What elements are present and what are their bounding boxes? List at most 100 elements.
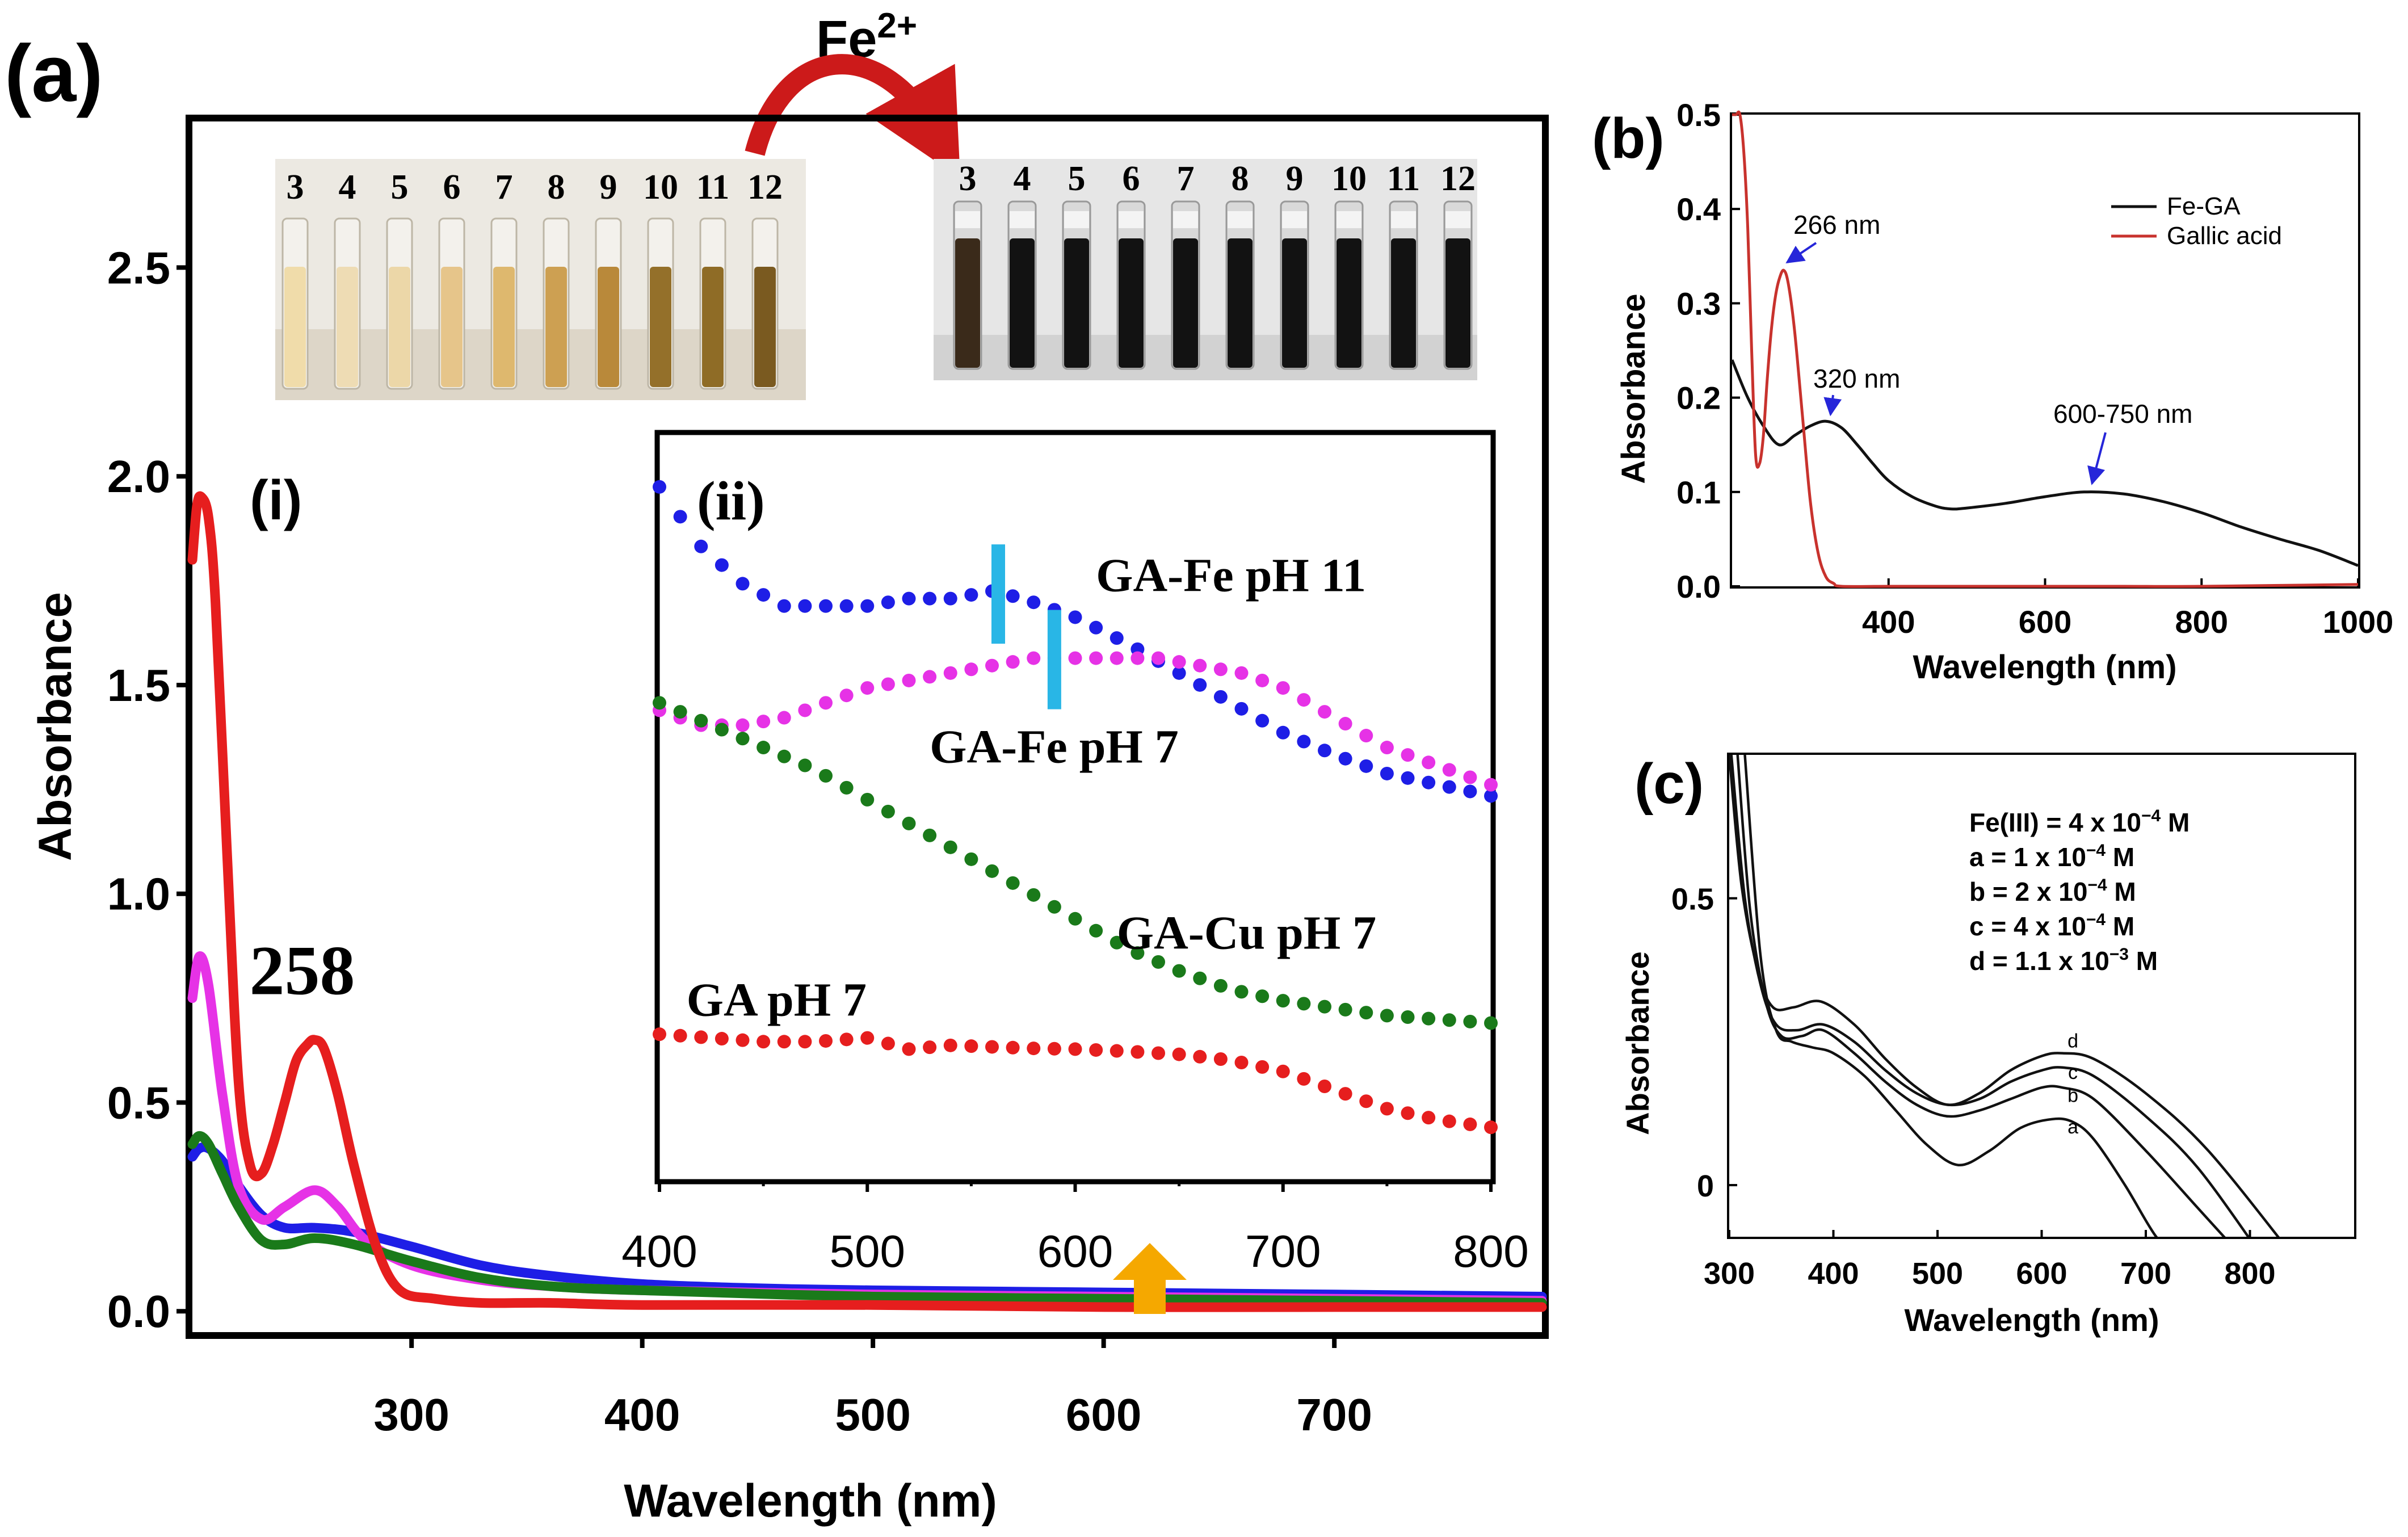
inset-point: [1152, 651, 1165, 665]
b-legend-label: Gallic acid: [2167, 222, 2282, 250]
c-legend-exponent: −4: [2086, 910, 2106, 929]
inset-point: [923, 828, 937, 842]
vial-number: 9: [600, 168, 617, 207]
inset-point: [1027, 1042, 1041, 1056]
vial-number: 7: [1177, 159, 1195, 198]
inset-point: [1318, 1000, 1331, 1014]
c-legend-base: d = 1.1 x 10: [1969, 946, 2109, 976]
vial-solution: [1445, 238, 1470, 368]
inset-point: [1297, 1072, 1311, 1086]
marker-arrow-shape: [1112, 1243, 1187, 1314]
b-annotation-266: 266 nm: [1793, 210, 1880, 240]
inset-point: [1172, 655, 1186, 669]
inset-point: [1068, 610, 1082, 624]
c-legend-exponent: −4: [2087, 876, 2107, 895]
c-legend-unit: M: [2106, 912, 2134, 941]
inset-point: [1338, 717, 1352, 731]
x-tick-label: 700: [1296, 1389, 1372, 1440]
vial-solution: [1064, 238, 1089, 368]
inset-point: [1006, 1040, 1020, 1055]
inset-point: [1401, 771, 1415, 785]
y-tick-label: 1.0: [107, 869, 170, 919]
inset-point: [1401, 748, 1415, 762]
inset-point: [694, 1030, 708, 1044]
panel-b-frame: [1730, 112, 2360, 589]
y-tick-label: 0.0: [107, 1286, 170, 1337]
inset-point: [1359, 1094, 1373, 1108]
inset-point: [902, 1042, 916, 1056]
inset-point: [819, 696, 833, 710]
b-y-tick-label: 0.0: [1676, 569, 1721, 604]
inset-point: [736, 577, 750, 591]
inset-point: [923, 670, 937, 684]
inset-point: [943, 591, 957, 606]
inset-point: [653, 480, 666, 494]
vial-solution: [493, 267, 515, 387]
inset-point: [1131, 1045, 1145, 1059]
b-x-tick-label: 1000: [2323, 604, 2394, 640]
inset-point: [1172, 964, 1186, 978]
vial-after: 9: [1280, 159, 1309, 370]
peak-marker-ga-fe-ph-11: [991, 544, 1005, 644]
c-legend-line: b = 2 x 10−4 M: [1969, 876, 2136, 906]
inset-point: [1110, 1044, 1124, 1058]
inset-point: [798, 599, 812, 613]
vial-number: 7: [495, 168, 513, 207]
inset-point: [673, 510, 687, 524]
b-y-tick-label: 0.4: [1676, 191, 1721, 227]
inset-point: [1152, 955, 1165, 969]
inset-point: [1047, 900, 1061, 914]
vial-number: 6: [1123, 159, 1140, 198]
inset-point: [798, 703, 812, 717]
inset-point: [1359, 1006, 1373, 1020]
inset-point: [985, 1040, 999, 1054]
inset-point: [964, 662, 978, 677]
vial-after: 7: [1171, 159, 1200, 370]
vial-solution: [955, 238, 980, 368]
c-x-tick-label: 800: [2224, 1257, 2275, 1291]
inset-point: [673, 1028, 687, 1043]
inset-point: [1338, 751, 1352, 766]
c-legend-line: d = 1.1 x 10−3 M: [1969, 945, 2158, 976]
inset-point: [1193, 1049, 1207, 1064]
inset-point: [943, 840, 957, 854]
inset-point: [673, 705, 687, 719]
inset-point: [1380, 766, 1394, 780]
inset-point: [839, 688, 854, 703]
inset-point: [1255, 989, 1270, 1003]
vial-number: 12: [1440, 159, 1476, 198]
inset-point: [1234, 985, 1249, 999]
inset-point: [839, 780, 854, 795]
vial-solution: [1173, 238, 1198, 368]
inset-point: [1193, 658, 1207, 673]
inset-point: [943, 666, 957, 680]
inset-point: [1006, 655, 1020, 669]
c-curve-label: d: [2067, 1030, 2078, 1052]
inset-point: [1359, 729, 1373, 743]
x-tick-label: 600: [1066, 1389, 1141, 1440]
vial-after: 10: [1331, 159, 1367, 370]
inset-point: [715, 723, 729, 737]
b-x-tick-label: 400: [1862, 604, 1915, 640]
inset-point: [1213, 690, 1228, 704]
vial-solution: [441, 267, 463, 387]
inset-point: [1359, 759, 1373, 773]
inset-point: [757, 715, 771, 729]
c-x-tick-label: 700: [2120, 1257, 2171, 1291]
inset-point: [1006, 876, 1020, 890]
inset-label-ga-cu-ph-7: GA-Cu pH 7: [1117, 906, 1376, 959]
inset-point: [923, 1040, 937, 1055]
inset-point: [1422, 1011, 1436, 1026]
vial-solution: [284, 267, 306, 387]
vial-after: 6: [1116, 159, 1146, 370]
inset-point: [1027, 888, 1041, 902]
inset-point: [1380, 1102, 1394, 1116]
vial-after: 5: [1062, 159, 1091, 370]
inset-point: [1318, 1080, 1331, 1093]
panel-c-legend: Fe(III) = 4 x 10−4 Ma = 1 x 10−4 Mb = 2 …: [1969, 807, 2190, 976]
inset-point: [1338, 1002, 1352, 1017]
inset-point: [943, 1038, 957, 1052]
vial-before: 11: [696, 168, 729, 390]
c-x-tick-label: 600: [2016, 1257, 2067, 1291]
vial-before: 8: [543, 168, 570, 390]
